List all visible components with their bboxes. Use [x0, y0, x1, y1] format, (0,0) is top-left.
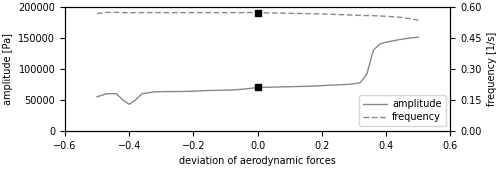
- frequency: [396, 16, 402, 18]
- amplitude: [216, 89, 222, 91]
- Line: amplitude: amplitude: [97, 37, 418, 104]
- Y-axis label: frequency [1/s]: frequency [1/s]: [487, 32, 497, 106]
- amplitude: [120, 99, 126, 101]
- amplitude: [229, 89, 235, 91]
- amplitude: [332, 84, 338, 86]
- frequency: [344, 14, 350, 16]
- frequency: [204, 11, 210, 14]
- frequency: [358, 15, 364, 17]
- frequency: [139, 11, 145, 14]
- amplitude: [416, 36, 422, 38]
- frequency: [332, 13, 338, 15]
- frequency: [120, 11, 126, 14]
- frequency: [229, 11, 235, 14]
- frequency: [306, 13, 312, 15]
- frequency: [216, 11, 222, 14]
- amplitude: [254, 87, 260, 89]
- amplitude: [319, 85, 325, 87]
- amplitude: [268, 86, 274, 88]
- frequency: [280, 12, 286, 14]
- amplitude: [364, 73, 370, 75]
- amplitude: [351, 83, 357, 85]
- amplitude: [204, 90, 210, 92]
- amplitude: [139, 93, 145, 95]
- frequency: [94, 13, 100, 15]
- frequency: [254, 11, 260, 14]
- amplitude: [178, 91, 184, 93]
- frequency: [416, 19, 422, 21]
- amplitude: [152, 91, 158, 93]
- frequency: [114, 11, 119, 13]
- frequency: [319, 13, 325, 15]
- frequency: [178, 11, 184, 14]
- frequency: [104, 11, 110, 13]
- Y-axis label: amplitude [Pa]: amplitude [Pa]: [3, 33, 13, 105]
- amplitude: [280, 86, 286, 88]
- frequency: [370, 15, 376, 17]
- amplitude: [377, 43, 383, 45]
- frequency: [126, 12, 132, 14]
- amplitude: [132, 99, 138, 101]
- frequency: [164, 11, 170, 14]
- frequency: [242, 11, 248, 14]
- amplitude: [164, 91, 170, 93]
- frequency: [190, 11, 196, 14]
- frequency: [268, 12, 274, 14]
- frequency: [383, 15, 389, 17]
- amplitude: [114, 93, 119, 95]
- Legend: amplitude, frequency: amplitude, frequency: [359, 95, 446, 126]
- amplitude: [190, 90, 196, 92]
- frequency: [409, 18, 415, 20]
- amplitude: [344, 83, 350, 85]
- amplitude: [293, 86, 299, 88]
- frequency: [293, 12, 299, 14]
- amplitude: [396, 39, 402, 41]
- amplitude: [370, 49, 376, 51]
- amplitude: [409, 37, 415, 39]
- frequency: [132, 11, 138, 14]
- frequency: [152, 11, 158, 14]
- amplitude: [383, 41, 389, 43]
- amplitude: [358, 81, 364, 83]
- amplitude: [306, 85, 312, 87]
- amplitude: [126, 103, 132, 105]
- amplitude: [94, 96, 100, 98]
- amplitude: [242, 88, 248, 90]
- X-axis label: deviation of aerodynamic forces: deviation of aerodynamic forces: [179, 156, 336, 166]
- amplitude: [104, 93, 110, 95]
- Line: frequency: frequency: [97, 12, 418, 20]
